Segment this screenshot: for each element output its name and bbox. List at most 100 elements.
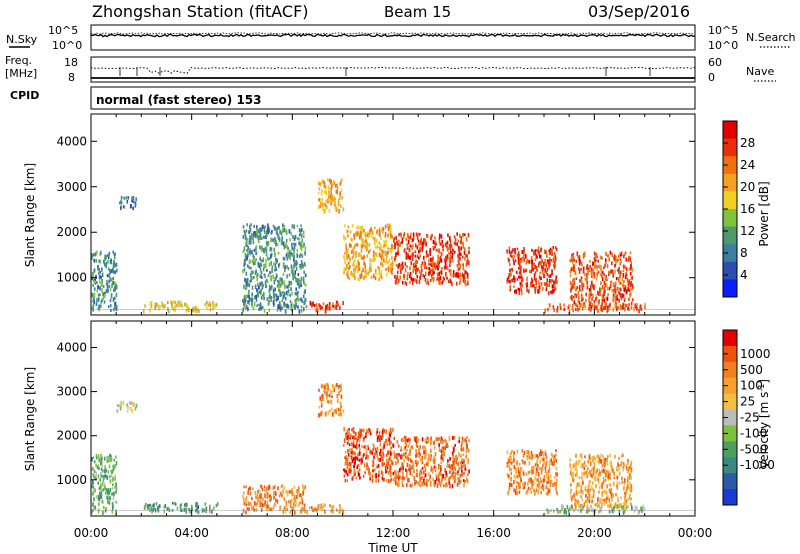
data-cell-6	[353, 461, 356, 465]
data-cell-3	[247, 300, 249, 305]
data-cell-5	[336, 183, 338, 188]
data-cell-1	[120, 199, 122, 203]
data-cell-8	[511, 279, 513, 282]
data-cell-7	[403, 234, 405, 239]
data-cell-9	[618, 278, 620, 283]
data-cell-0	[108, 500, 111, 505]
data-cell-3	[289, 490, 292, 494]
data-cell-0	[106, 458, 109, 463]
data-cell-3	[249, 248, 251, 253]
data-cell-9	[599, 266, 602, 271]
data-cell-5	[324, 383, 326, 387]
data-cell-6	[389, 236, 392, 240]
data-cell-7	[453, 458, 456, 463]
data-cell-0	[104, 257, 106, 261]
data-cell-7	[449, 239, 452, 244]
data-cell-2	[188, 508, 190, 512]
data-cell-0	[101, 464, 103, 468]
data-cell-5	[320, 400, 323, 405]
data-cell-0	[95, 471, 97, 477]
data-cell-0	[114, 500, 117, 504]
data-cell-9	[620, 251, 623, 256]
data-cell-4	[328, 302, 331, 306]
data-cell-3	[302, 488, 305, 492]
data-cell-3	[289, 255, 291, 261]
data-cell-9	[607, 286, 609, 291]
data-cell-8	[540, 265, 543, 269]
data-cell-0	[93, 497, 95, 502]
data-cell-7	[394, 244, 396, 250]
data-cell-9	[569, 463, 571, 468]
data-cell-8	[530, 456, 533, 461]
data-cell-5	[329, 198, 331, 203]
data-cell-3	[295, 501, 297, 504]
data-cell-0	[113, 255, 116, 260]
data-cell-5	[322, 393, 324, 398]
data-cell-7	[449, 457, 452, 460]
data-cell-6	[373, 455, 375, 460]
data-cell-7	[438, 257, 441, 262]
data-cell-6	[350, 244, 352, 248]
data-cell-9	[598, 456, 601, 461]
data-cell-3	[249, 273, 252, 277]
data-cell-5	[323, 209, 325, 214]
data-cell-3	[267, 241, 270, 246]
data-cell-4	[317, 505, 319, 509]
data-cell-9	[612, 269, 614, 274]
data-cell-4	[317, 503, 320, 508]
data-cell-7	[412, 251, 414, 255]
data-cell-9	[578, 261, 581, 266]
data-cell-9	[611, 468, 614, 473]
data-cell-8	[515, 270, 518, 274]
data-cell-9	[589, 260, 591, 263]
data-cell-3	[302, 230, 305, 235]
data-cell-0	[109, 458, 112, 463]
data-cell-8	[513, 254, 516, 259]
data-cell-9	[619, 262, 621, 266]
data-cell-3	[290, 281, 293, 286]
data-cell-6	[392, 461, 394, 466]
data-cell-6	[350, 271, 352, 276]
data-cell-7	[464, 279, 466, 283]
data-cell-8	[530, 451, 533, 455]
data-cell-7	[403, 476, 405, 481]
data-cell-7	[409, 438, 411, 442]
data-cell-7	[457, 272, 459, 277]
data-cell-9	[614, 289, 617, 294]
data-cell-9	[606, 283, 608, 288]
data-cell-3	[261, 305, 264, 310]
data-cell-9	[591, 297, 593, 301]
data-cell-9	[595, 294, 598, 299]
data-cell-6	[358, 267, 361, 271]
data-cell-7	[397, 242, 399, 247]
data-cell-3	[288, 273, 291, 277]
data-cell-6	[346, 457, 349, 462]
data-cell-10	[552, 305, 555, 309]
data-cell-9	[624, 478, 626, 483]
data-cell-6	[347, 449, 349, 453]
data-cell-9	[577, 291, 580, 296]
data-cell-9	[571, 497, 573, 502]
data-cell-8	[513, 260, 515, 266]
data-cell-8	[516, 247, 519, 251]
data-cell-1	[129, 400, 132, 405]
data-cell-0	[103, 259, 105, 264]
data-cell-7	[452, 274, 455, 278]
data-cell-8	[555, 247, 558, 252]
data-cell-9	[630, 503, 632, 507]
data-cell-0	[103, 475, 105, 480]
data-cell-3	[278, 288, 281, 293]
data-cell-9	[615, 260, 617, 266]
data-cell-3	[298, 285, 300, 289]
data-cell-7	[412, 235, 415, 241]
data-cell-7	[463, 251, 466, 255]
data-cell-3	[299, 254, 301, 258]
data-cell-9	[616, 484, 618, 488]
data-cell-6	[375, 474, 378, 478]
data-cell-8	[545, 485, 548, 490]
data-cell-9	[582, 463, 584, 468]
data-cell-0	[106, 283, 108, 286]
data-cell-0	[114, 464, 117, 468]
data-cell-8	[531, 470, 533, 474]
data-cell-3	[283, 257, 286, 261]
